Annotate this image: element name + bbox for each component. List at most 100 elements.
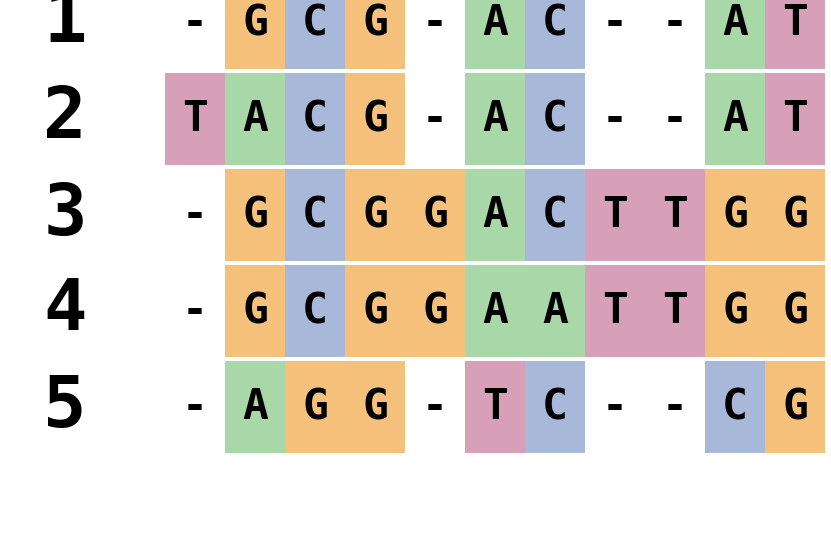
Bar — [405, 265, 465, 357]
Text: G: G — [782, 194, 808, 236]
Text: A: A — [482, 98, 508, 140]
Text: G: G — [782, 386, 808, 428]
Text: A: A — [482, 194, 508, 236]
Text: A: A — [722, 98, 748, 140]
Text: G: G — [422, 290, 448, 332]
Text: G: G — [362, 290, 388, 332]
Text: G: G — [362, 386, 388, 428]
Text: 2: 2 — [43, 85, 86, 154]
Bar — [765, 361, 825, 453]
Bar — [525, 0, 585, 69]
Text: A: A — [242, 386, 268, 428]
Bar — [225, 74, 285, 165]
Text: 4: 4 — [43, 277, 86, 345]
Text: C: C — [302, 98, 328, 140]
Bar — [225, 361, 285, 453]
Bar — [465, 0, 525, 69]
Text: G: G — [242, 290, 268, 332]
Text: C: C — [542, 194, 568, 236]
Text: 1: 1 — [43, 0, 86, 58]
Bar — [525, 169, 585, 261]
Text: G: G — [242, 2, 268, 44]
Text: T: T — [602, 194, 628, 236]
Text: -: - — [422, 98, 448, 140]
Text: G: G — [362, 2, 388, 44]
Text: T: T — [662, 290, 688, 332]
Bar — [225, 169, 285, 261]
Text: C: C — [542, 98, 568, 140]
Text: -: - — [182, 2, 208, 44]
Bar — [705, 361, 765, 453]
Text: G: G — [302, 386, 328, 428]
Bar — [285, 169, 345, 261]
Text: -: - — [422, 2, 448, 44]
Bar — [285, 0, 345, 69]
Text: 3: 3 — [43, 181, 86, 249]
Text: C: C — [302, 290, 328, 332]
Bar — [165, 74, 225, 165]
Text: T: T — [182, 98, 208, 140]
Text: -: - — [182, 290, 208, 332]
Text: -: - — [662, 386, 688, 428]
Bar — [345, 265, 405, 357]
Text: -: - — [662, 2, 688, 44]
Text: T: T — [662, 194, 688, 236]
Bar — [285, 361, 345, 453]
Text: G: G — [242, 194, 268, 236]
Text: G: G — [422, 194, 448, 236]
Text: A: A — [722, 2, 748, 44]
Bar — [585, 265, 645, 357]
Bar — [705, 265, 765, 357]
Text: C: C — [302, 2, 328, 44]
Text: -: - — [422, 386, 448, 428]
Bar — [345, 361, 405, 453]
Text: C: C — [722, 386, 748, 428]
Text: A: A — [482, 290, 508, 332]
Text: A: A — [242, 98, 268, 140]
Text: A: A — [482, 2, 508, 44]
Text: C: C — [542, 2, 568, 44]
Bar — [585, 169, 645, 261]
Text: G: G — [362, 194, 388, 236]
Bar — [645, 265, 705, 357]
Bar — [705, 74, 765, 165]
Text: T: T — [782, 98, 808, 140]
Text: C: C — [542, 386, 568, 428]
Text: G: G — [722, 194, 748, 236]
Text: -: - — [662, 98, 688, 140]
Bar — [345, 0, 405, 69]
Text: -: - — [602, 2, 628, 44]
Text: A: A — [542, 290, 568, 332]
Bar — [345, 169, 405, 261]
Bar — [705, 169, 765, 261]
Text: -: - — [182, 386, 208, 428]
Bar — [465, 265, 525, 357]
Bar — [465, 361, 525, 453]
Bar — [285, 74, 345, 165]
Text: G: G — [722, 290, 748, 332]
Bar — [765, 74, 825, 165]
Bar — [225, 0, 285, 69]
Bar — [705, 0, 765, 69]
Text: T: T — [482, 386, 508, 428]
Bar — [525, 361, 585, 453]
Bar — [225, 265, 285, 357]
Text: C: C — [302, 194, 328, 236]
Text: -: - — [602, 98, 628, 140]
Bar — [525, 74, 585, 165]
Bar — [765, 169, 825, 261]
Bar — [525, 265, 585, 357]
Text: T: T — [782, 2, 808, 44]
Text: G: G — [362, 98, 388, 140]
Bar — [645, 169, 705, 261]
Text: 5: 5 — [43, 373, 86, 441]
Bar — [405, 169, 465, 261]
Text: T: T — [602, 290, 628, 332]
Bar — [465, 74, 525, 165]
Bar — [765, 265, 825, 357]
Text: -: - — [182, 194, 208, 236]
Text: -: - — [602, 386, 628, 428]
Text: G: G — [782, 290, 808, 332]
Bar — [765, 0, 825, 69]
Bar — [285, 265, 345, 357]
